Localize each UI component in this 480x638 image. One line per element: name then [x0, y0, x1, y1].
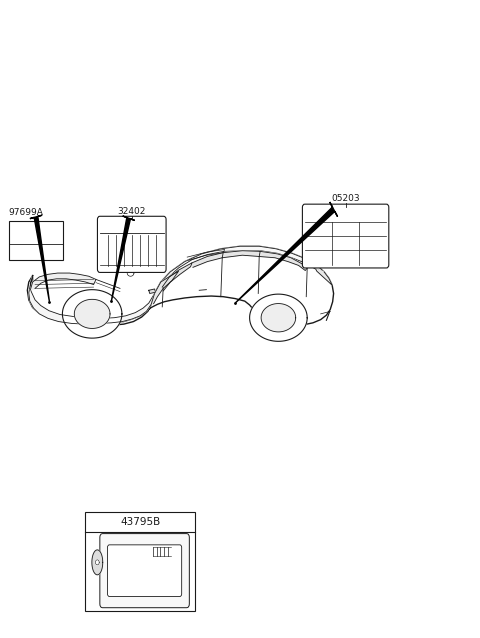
FancyBboxPatch shape: [108, 545, 181, 597]
Polygon shape: [27, 246, 334, 326]
Text: 97699A: 97699A: [9, 208, 44, 217]
Polygon shape: [29, 276, 155, 324]
Polygon shape: [192, 253, 223, 267]
Polygon shape: [151, 271, 179, 304]
FancyBboxPatch shape: [9, 221, 63, 260]
Polygon shape: [250, 294, 307, 341]
FancyBboxPatch shape: [100, 533, 189, 608]
Polygon shape: [222, 251, 260, 258]
FancyBboxPatch shape: [302, 204, 389, 268]
Text: 32402: 32402: [117, 207, 146, 216]
Polygon shape: [261, 304, 296, 332]
Text: 43795B: 43795B: [120, 517, 160, 527]
Polygon shape: [92, 550, 103, 575]
Polygon shape: [316, 269, 332, 285]
Polygon shape: [30, 215, 49, 302]
Polygon shape: [62, 290, 122, 338]
Text: 05203: 05203: [331, 194, 360, 203]
Polygon shape: [162, 263, 192, 291]
Polygon shape: [111, 216, 135, 301]
Polygon shape: [30, 273, 96, 290]
Polygon shape: [149, 289, 156, 293]
Polygon shape: [96, 560, 99, 565]
Polygon shape: [235, 202, 337, 303]
FancyBboxPatch shape: [85, 512, 195, 611]
Polygon shape: [161, 246, 324, 285]
FancyBboxPatch shape: [97, 216, 166, 272]
Polygon shape: [74, 299, 110, 329]
Polygon shape: [259, 251, 307, 271]
